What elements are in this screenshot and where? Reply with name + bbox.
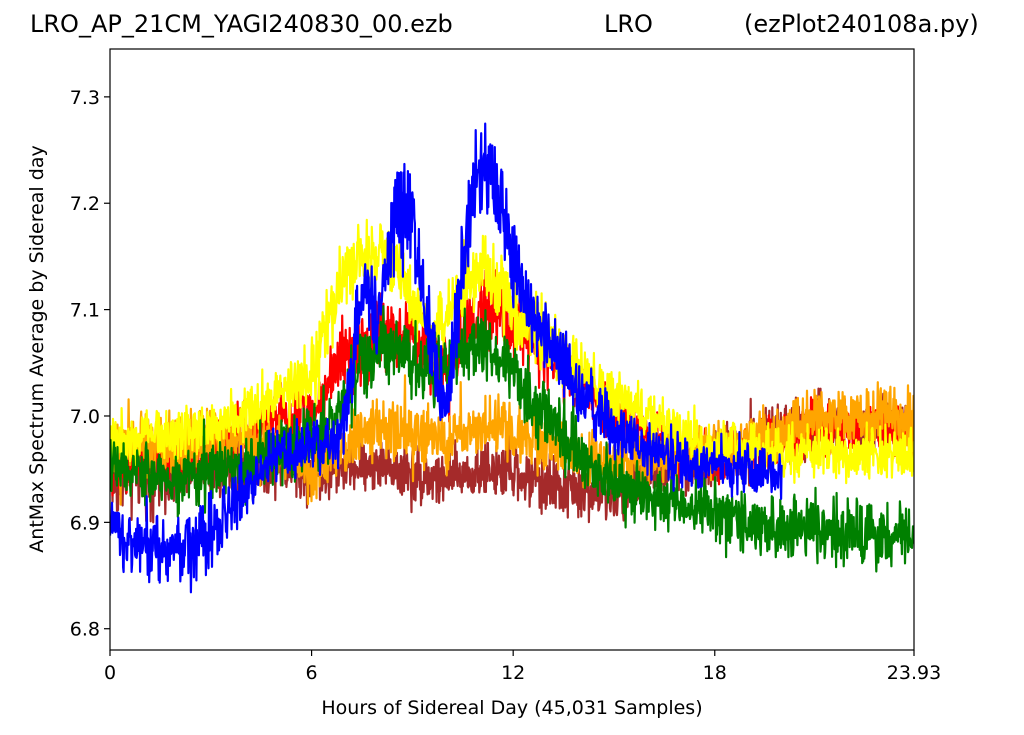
series-layer [110,122,914,594]
header-file-name: LRO_AP_21CM_YAGI240830_00.ezb [30,10,453,38]
x-axis: 0 6 12 18 23.93 [104,650,941,684]
y-tick-label: 7.0 [70,406,100,428]
x-tick-label: 12 [501,662,525,684]
plot-frame [109,48,915,651]
series-line-5 [110,122,783,594]
header-station: LRO [604,10,653,38]
header-script-name: (ezPlot240108a.py) [744,10,979,38]
x-tick-label: 23.93 [887,662,941,684]
y-tick-label: 7.1 [70,300,100,322]
series-line-4 [110,305,914,573]
x-tick-label: 0 [104,662,116,684]
y-tick-label: 7.3 [70,87,100,109]
x-axis-label: Hours of Sidereal Day (45,031 Samples) [321,697,702,719]
y-axis-label: AntMax Spectrum Average by Sidereal day [26,145,48,552]
y-tick-label: 7.2 [70,193,100,215]
y-tick-label: 6.8 [70,619,100,641]
y-tick-label: 6.9 [70,512,100,534]
y-axis: 6.8 6.9 7.0 7.1 7.2 7.3 [70,87,110,641]
x-tick-label: 18 [703,662,727,684]
x-tick-label: 6 [306,662,318,684]
